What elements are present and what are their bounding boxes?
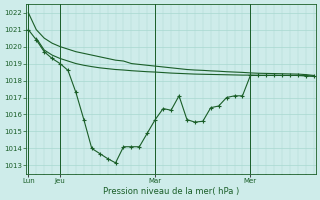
X-axis label: Pression niveau de la mer( hPa ): Pression niveau de la mer( hPa ) — [103, 187, 239, 196]
